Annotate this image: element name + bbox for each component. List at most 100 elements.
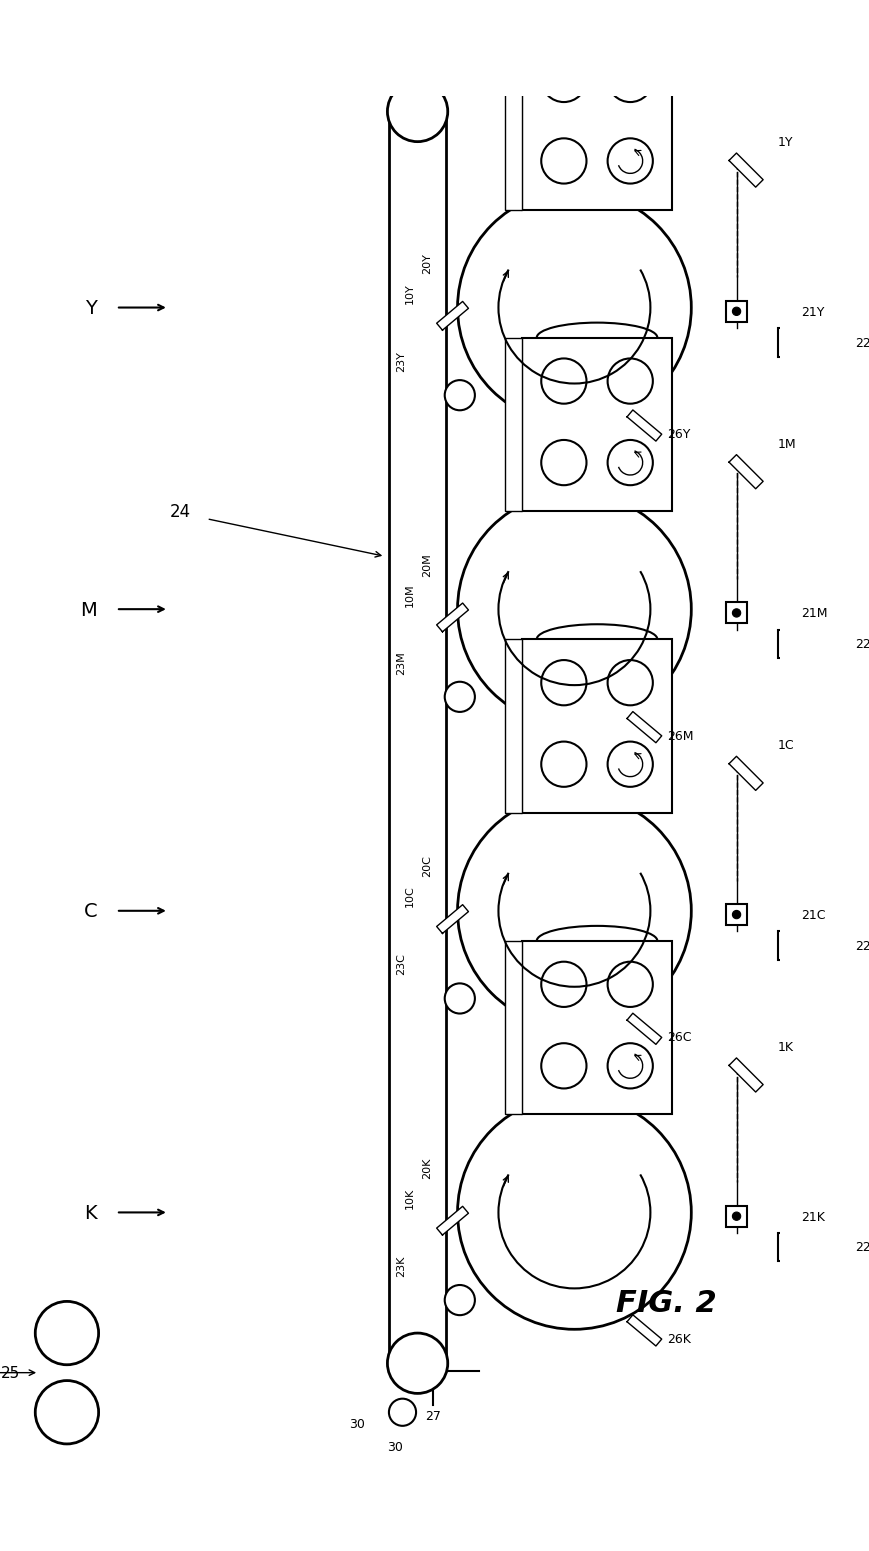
Text: 22Y: 22Y <box>854 337 869 349</box>
Bar <box>521 941 672 1115</box>
Circle shape <box>732 307 740 316</box>
Text: 23Y: 23Y <box>395 351 406 371</box>
Text: 25: 25 <box>1 1365 20 1380</box>
Circle shape <box>541 360 586 405</box>
Circle shape <box>541 57 586 102</box>
Circle shape <box>607 741 652 788</box>
Text: 20M: 20M <box>421 552 431 577</box>
Text: 1M: 1M <box>777 437 796 450</box>
Text: 23C: 23C <box>395 952 406 976</box>
Bar <box>777 630 845 659</box>
Text: 1K: 1K <box>777 1041 793 1053</box>
Bar <box>783 636 839 653</box>
Circle shape <box>444 682 474 712</box>
Polygon shape <box>627 411 661 442</box>
Circle shape <box>607 1044 652 1089</box>
Text: 1C: 1C <box>777 738 793 752</box>
Text: 26Y: 26Y <box>667 428 690 440</box>
Circle shape <box>457 794 691 1028</box>
Text: 21Y: 21Y <box>799 306 823 318</box>
Bar <box>388 112 446 1363</box>
Circle shape <box>732 910 740 920</box>
Bar <box>777 1233 845 1261</box>
Text: 24: 24 <box>170 503 191 521</box>
Bar <box>777 329 845 357</box>
Text: 30: 30 <box>348 1418 364 1430</box>
Polygon shape <box>627 1013 661 1045</box>
Circle shape <box>444 382 474 411</box>
Circle shape <box>387 1334 448 1393</box>
Text: 10Y: 10Y <box>405 282 415 304</box>
Text: 22M: 22M <box>854 637 869 651</box>
Bar <box>777 932 845 960</box>
Circle shape <box>457 1097 691 1329</box>
Circle shape <box>607 962 652 1007</box>
Bar <box>725 904 746 926</box>
Text: M: M <box>80 600 97 619</box>
Text: 26K: 26K <box>667 1332 690 1345</box>
Circle shape <box>541 661 586 706</box>
Text: Y: Y <box>85 299 97 318</box>
Circle shape <box>387 82 448 143</box>
Text: 10K: 10K <box>405 1187 415 1208</box>
Circle shape <box>607 360 652 405</box>
Bar <box>521 641 672 813</box>
Circle shape <box>607 440 652 485</box>
Bar <box>783 333 839 352</box>
Text: K: K <box>84 1204 97 1222</box>
Circle shape <box>36 1380 98 1444</box>
Polygon shape <box>728 1058 762 1092</box>
Text: 22C: 22C <box>854 940 869 952</box>
Circle shape <box>541 1044 586 1089</box>
Polygon shape <box>728 757 762 791</box>
Bar <box>783 937 839 955</box>
Text: 21M: 21M <box>799 606 826 620</box>
Polygon shape <box>627 1315 661 1346</box>
Circle shape <box>444 983 474 1014</box>
Text: 27: 27 <box>424 1410 440 1422</box>
Bar <box>505 641 521 813</box>
Polygon shape <box>436 906 468 934</box>
Circle shape <box>457 191 691 425</box>
Text: 22K: 22K <box>854 1241 869 1253</box>
Bar <box>521 37 672 211</box>
Polygon shape <box>436 603 468 633</box>
Bar <box>725 301 746 323</box>
Text: 20C: 20C <box>421 855 431 876</box>
Polygon shape <box>728 154 762 188</box>
Circle shape <box>732 610 740 617</box>
Circle shape <box>732 1213 740 1221</box>
Circle shape <box>457 493 691 726</box>
Text: C: C <box>83 901 97 921</box>
Bar <box>505 37 521 211</box>
Bar <box>505 941 521 1115</box>
Bar <box>783 1238 839 1256</box>
Circle shape <box>607 57 652 102</box>
Circle shape <box>607 140 652 185</box>
Circle shape <box>541 140 586 185</box>
Text: 10M: 10M <box>405 583 415 606</box>
Text: 20K: 20K <box>421 1157 431 1179</box>
Bar <box>725 1205 746 1227</box>
Circle shape <box>607 661 652 706</box>
Text: 21C: 21C <box>799 909 824 921</box>
Circle shape <box>541 440 586 485</box>
Bar <box>725 603 746 624</box>
Text: 26M: 26M <box>667 729 693 743</box>
Text: 21K: 21K <box>799 1210 824 1222</box>
Polygon shape <box>627 712 661 743</box>
Circle shape <box>541 962 586 1007</box>
Circle shape <box>36 1301 98 1365</box>
Text: 10C: 10C <box>405 886 415 907</box>
Bar <box>505 338 521 512</box>
Polygon shape <box>436 302 468 330</box>
Text: 23M: 23M <box>395 650 406 675</box>
Bar <box>521 338 672 512</box>
Circle shape <box>388 1399 415 1425</box>
Circle shape <box>444 1286 474 1315</box>
Text: 1Y: 1Y <box>777 136 793 149</box>
Polygon shape <box>728 456 762 490</box>
Text: 30: 30 <box>387 1439 402 1453</box>
Polygon shape <box>436 1207 468 1235</box>
Circle shape <box>541 741 586 788</box>
